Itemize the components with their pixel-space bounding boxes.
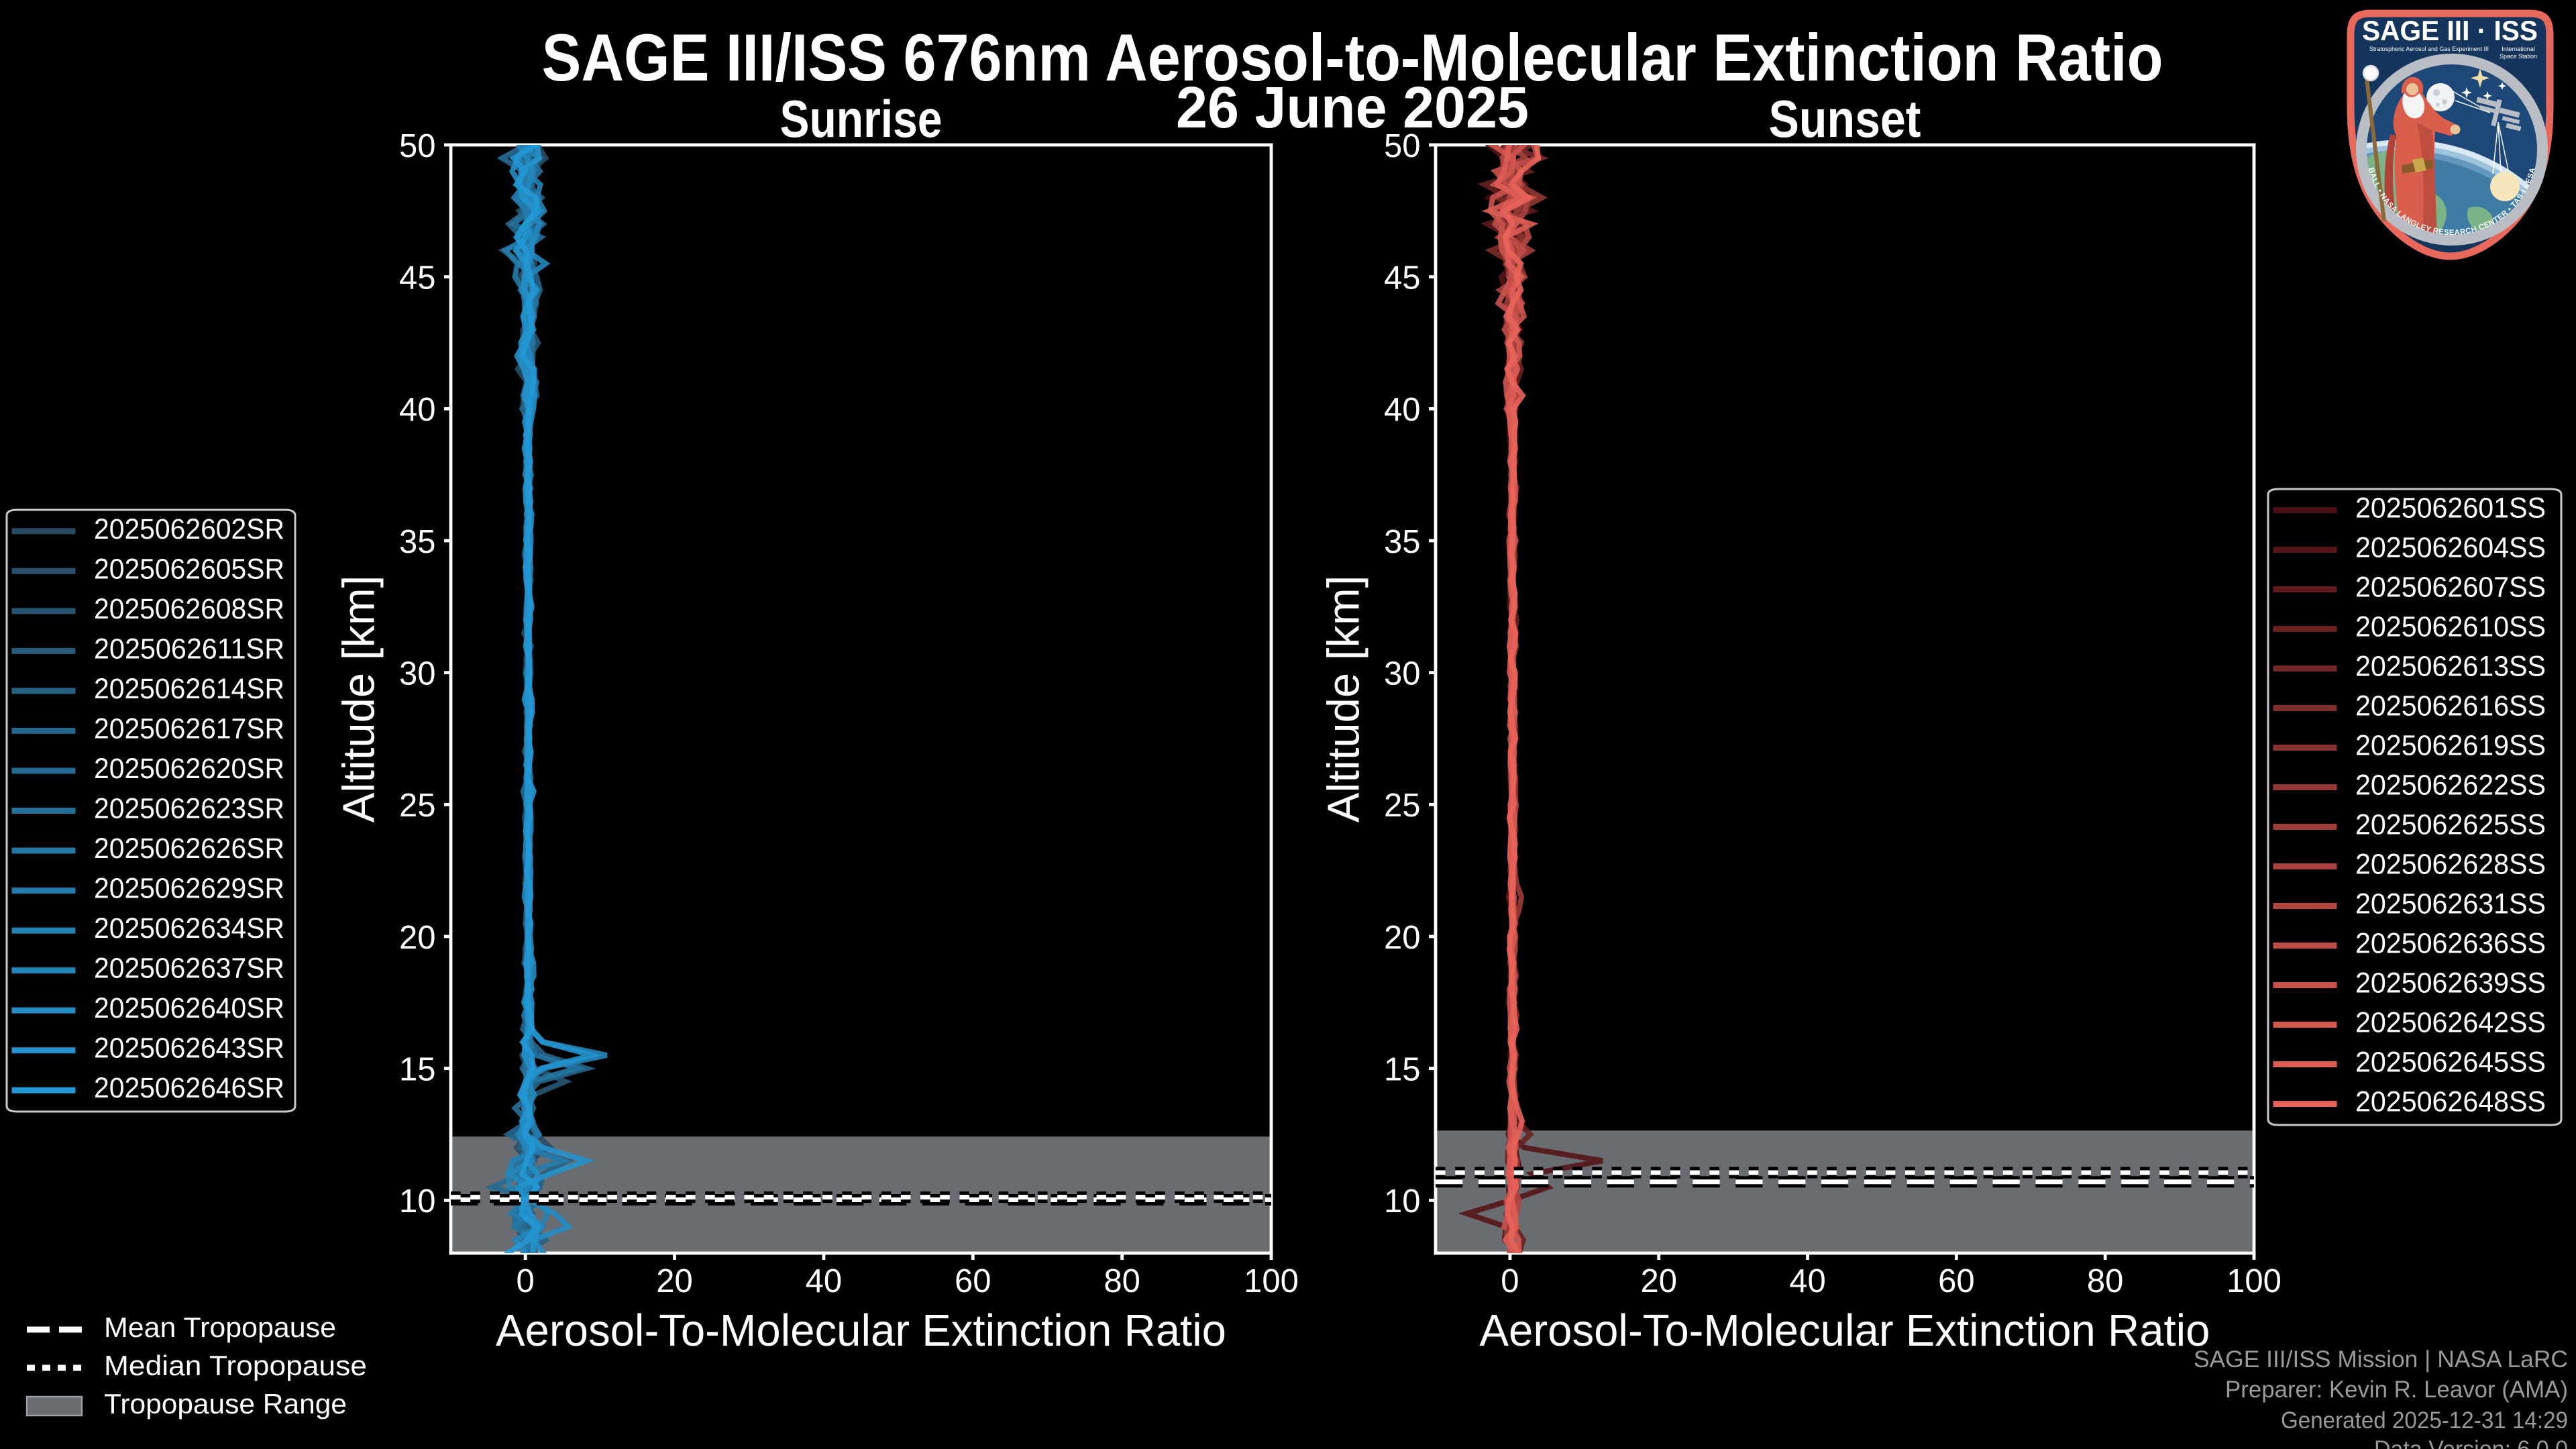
svg-text:100: 100 <box>2226 1263 2282 1299</box>
svg-text:10: 10 <box>399 1183 436 1220</box>
svg-text:30: 30 <box>399 655 436 692</box>
svg-text:2025062629SR: 2025062629SR <box>94 873 284 905</box>
svg-text:2025062643SR: 2025062643SR <box>94 1033 284 1065</box>
svg-text:60: 60 <box>1938 1263 1974 1299</box>
svg-text:15: 15 <box>1384 1051 1421 1087</box>
svg-text:Tropopause Range: Tropopause Range <box>104 1388 347 1419</box>
svg-text:2025062631SS: 2025062631SS <box>2355 888 2546 920</box>
svg-text:2025062645SS: 2025062645SS <box>2355 1046 2546 1078</box>
svg-text:2025062639SS: 2025062639SS <box>2355 967 2546 999</box>
svg-text:20: 20 <box>1384 920 1421 956</box>
svg-text:40: 40 <box>1384 392 1421 428</box>
svg-text:10: 10 <box>1384 1183 1421 1220</box>
svg-text:2025062610SS: 2025062610SS <box>2355 611 2546 643</box>
svg-text:30: 30 <box>1384 655 1421 692</box>
svg-text:2025062617SR: 2025062617SR <box>94 713 284 745</box>
svg-text:Sunset: Sunset <box>1769 89 1921 148</box>
svg-text:45: 45 <box>399 260 436 296</box>
svg-text:Altitude [km]: Altitude [km] <box>1318 576 1368 823</box>
svg-text:2025062620SR: 2025062620SR <box>94 753 284 785</box>
svg-text:2025062636SS: 2025062636SS <box>2355 928 2546 959</box>
svg-text:2025062611SR: 2025062611SR <box>94 633 284 665</box>
svg-text:25: 25 <box>1384 788 1421 824</box>
svg-text:2025062604SS: 2025062604SS <box>2355 532 2546 564</box>
svg-text:Stratospheric Aerosol and Gas: Stratospheric Aerosol and Gas Experiment… <box>2369 46 2489 52</box>
svg-text:2025062616SS: 2025062616SS <box>2355 690 2546 722</box>
svg-text:26 June 2025: 26 June 2025 <box>1176 75 1529 140</box>
svg-text:Mean Tropopause: Mean Tropopause <box>104 1311 336 1343</box>
svg-text:20: 20 <box>1640 1263 1676 1299</box>
svg-text:Aerosol-To-Molecular Extinctio: Aerosol-To-Molecular Extinction Ratio <box>1479 1305 2210 1356</box>
svg-text:15: 15 <box>399 1051 436 1087</box>
svg-text:2025062648SS: 2025062648SS <box>2355 1086 2546 1118</box>
svg-text:20: 20 <box>656 1263 692 1299</box>
svg-text:20: 20 <box>399 920 436 956</box>
svg-text:Space Station: Space Station <box>2500 53 2537 60</box>
svg-text:Sunrise: Sunrise <box>780 89 943 148</box>
svg-text:2025062605SR: 2025062605SR <box>94 553 284 585</box>
svg-text:2025062614SR: 2025062614SR <box>94 674 284 705</box>
svg-text:SAGE III/ISS 676nm Aerosol-to-: SAGE III/ISS 676nm Aerosol-to-Molecular … <box>542 20 2163 95</box>
svg-text:2025062607SS: 2025062607SS <box>2355 572 2546 603</box>
svg-text:2025062646SR: 2025062646SR <box>94 1073 284 1104</box>
svg-text:2025062608SR: 2025062608SR <box>94 594 284 625</box>
svg-text:25: 25 <box>399 788 436 824</box>
svg-text:SAGE III · ISS: SAGE III · ISS <box>2362 15 2538 46</box>
svg-text:100: 100 <box>1244 1263 1299 1299</box>
svg-text:2025062619SS: 2025062619SS <box>2355 730 2546 761</box>
svg-text:2025062602SR: 2025062602SR <box>94 514 284 545</box>
svg-text:Preparer: Kevin R. Leavor (AMA: Preparer: Kevin R. Leavor (AMA) <box>2225 1377 2568 1403</box>
svg-text:2025062613SS: 2025062613SS <box>2355 651 2546 682</box>
svg-text:35: 35 <box>1384 524 1421 560</box>
svg-text:50: 50 <box>1384 128 1421 164</box>
svg-text:Generated 2025-12-31 14:29: Generated 2025-12-31 14:29 <box>2281 1407 2568 1434</box>
svg-text:80: 80 <box>1104 1263 1140 1299</box>
svg-text:2025062623SR: 2025062623SR <box>94 793 284 824</box>
svg-text:35: 35 <box>399 524 436 560</box>
svg-text:0: 0 <box>1501 1263 1519 1299</box>
svg-text:International: International <box>2502 46 2535 52</box>
svg-text:Median Tropopause: Median Tropopause <box>104 1350 367 1381</box>
svg-text:2025062640SR: 2025062640SR <box>94 993 284 1024</box>
svg-text:Aerosol-To-Molecular Extinctio: Aerosol-To-Molecular Extinction Ratio <box>496 1305 1226 1356</box>
svg-text:2025062642SS: 2025062642SS <box>2355 1007 2546 1038</box>
svg-text:2025062634SR: 2025062634SR <box>94 913 284 945</box>
svg-text:40: 40 <box>806 1263 843 1299</box>
svg-text:Data Version: 6.0.0: Data Version: 6.0.0 <box>2374 1436 2568 1449</box>
svg-text:60: 60 <box>955 1263 991 1299</box>
svg-text:Altitude [km]: Altitude [km] <box>333 576 384 823</box>
svg-text:2025062637SR: 2025062637SR <box>94 953 284 985</box>
svg-text:80: 80 <box>2087 1263 2123 1299</box>
svg-text:45: 45 <box>1384 260 1421 296</box>
svg-text:50: 50 <box>399 128 436 164</box>
svg-text:0: 0 <box>517 1263 535 1299</box>
svg-text:40: 40 <box>399 392 436 428</box>
svg-text:40: 40 <box>1789 1263 1826 1299</box>
svg-text:2025062626SR: 2025062626SR <box>94 833 284 865</box>
svg-text:2025062625SS: 2025062625SS <box>2355 809 2546 841</box>
svg-text:2025062628SS: 2025062628SS <box>2355 849 2546 880</box>
svg-text:SAGE III/ISS Mission | NASA La: SAGE III/ISS Mission | NASA LaRC <box>2194 1346 2568 1373</box>
svg-text:2025062601SS: 2025062601SS <box>2355 492 2546 524</box>
svg-text:2025062622SS: 2025062622SS <box>2355 769 2546 801</box>
